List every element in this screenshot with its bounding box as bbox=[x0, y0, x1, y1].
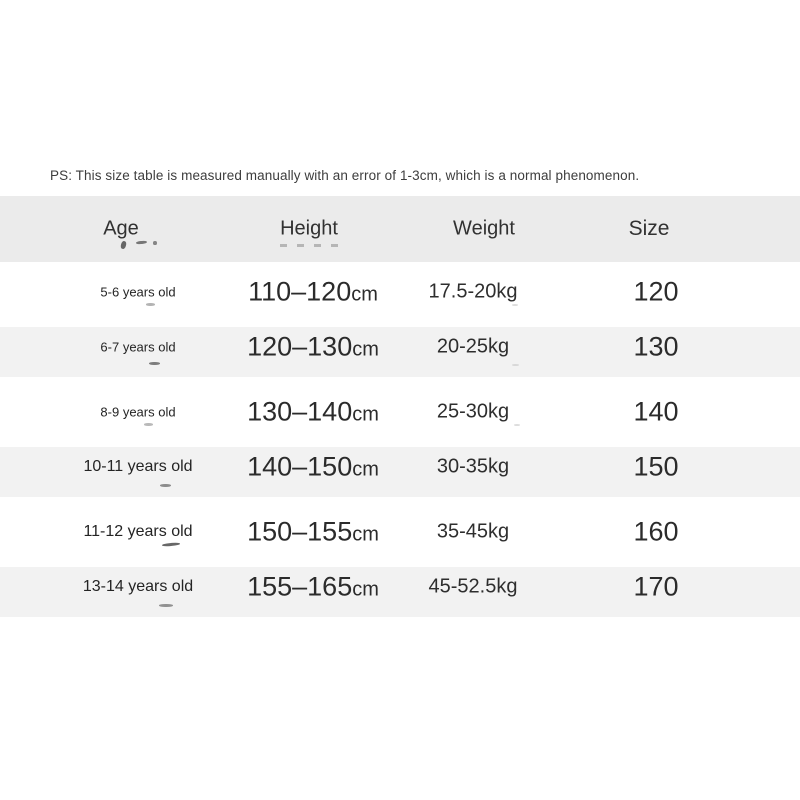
smudge-artifact bbox=[149, 362, 160, 365]
age-cell: 5-6 years old bbox=[100, 284, 176, 300]
size-cell: 140 bbox=[633, 396, 679, 427]
size-table: Age Height Weight Size 5-6 years old 110… bbox=[0, 196, 800, 622]
height-unit: cm bbox=[351, 283, 378, 306]
weight-cell: 17.5-20kg bbox=[428, 280, 518, 303]
smudge-artifact bbox=[512, 304, 518, 306]
weight-cell: 30-35kg bbox=[436, 455, 510, 478]
table-row: 5-6 years old 110–120cm 17.5-20kg 120 bbox=[0, 262, 800, 322]
column-header-size: Size bbox=[628, 217, 670, 240]
measurement-note: PS: This size table is measured manually… bbox=[50, 167, 640, 183]
height-cell: 150–155cm bbox=[247, 517, 379, 548]
size-cell: 170 bbox=[633, 571, 679, 602]
height-cell: 155–165cm bbox=[247, 572, 379, 603]
height-unit: cm bbox=[352, 578, 379, 601]
age-cell: 10-11 years old bbox=[83, 458, 193, 475]
column-header-age: Age bbox=[103, 217, 139, 240]
height-cell: 140–150cm bbox=[247, 452, 379, 483]
size-cell: 160 bbox=[633, 516, 679, 547]
height-unit: cm bbox=[352, 403, 379, 426]
age-cell: 11-12 years old bbox=[83, 523, 193, 540]
table-row: 11-12 years old 150–155cm 35-45kg 160 bbox=[0, 502, 800, 562]
age-cell: 13-14 years old bbox=[82, 578, 194, 595]
height-range: 155–165 bbox=[247, 571, 353, 602]
height-range: 110–120 bbox=[248, 276, 352, 307]
column-header-height: Height bbox=[280, 217, 338, 240]
weight-cell: 45-52.5kg bbox=[428, 575, 518, 598]
height-range: 140–150 bbox=[247, 451, 353, 482]
size-cell: 130 bbox=[633, 331, 679, 362]
height-cell: 130–140cm bbox=[247, 397, 379, 428]
height-unit: cm bbox=[352, 458, 379, 481]
table-row: 6-7 years old 120–130cm 20-25kg 130 bbox=[0, 322, 800, 382]
smudge-artifact bbox=[144, 423, 153, 426]
age-cell: 6-7 years old bbox=[100, 339, 176, 355]
height-unit: cm bbox=[352, 523, 379, 546]
table-row: 10-11 years old 140–150cm 30-35kg 150 bbox=[0, 442, 800, 502]
height-cell: 110–120cm bbox=[248, 277, 378, 308]
age-cell: 8-9 years old bbox=[100, 404, 176, 420]
height-range: 120–130 bbox=[247, 331, 353, 362]
smudge-artifact bbox=[514, 424, 520, 426]
column-header-weight: Weight bbox=[453, 217, 515, 240]
smudge-artifact bbox=[159, 604, 173, 607]
height-range: 130–140 bbox=[247, 396, 353, 427]
size-cell: 120 bbox=[633, 276, 679, 307]
height-cell: 120–130cm bbox=[247, 332, 379, 363]
smudge-artifact bbox=[512, 364, 519, 366]
smudge-artifact bbox=[146, 303, 155, 306]
smudge-artifact bbox=[153, 241, 157, 245]
smudge-artifact bbox=[160, 484, 171, 487]
height-range: 150–155 bbox=[247, 516, 353, 547]
table-header-row: Age Height Weight Size bbox=[0, 196, 800, 262]
weight-cell: 20-25kg bbox=[436, 335, 510, 358]
size-cell: 150 bbox=[633, 451, 679, 482]
table-row: 8-9 years old 130–140cm 25-30kg 140 bbox=[0, 382, 800, 442]
height-unit: cm bbox=[352, 338, 379, 361]
weight-cell: 35-45kg bbox=[436, 520, 510, 543]
table-row: 13-14 years old 155–165cm 45-52.5kg 170 bbox=[0, 562, 800, 622]
weight-cell: 25-30kg bbox=[436, 400, 510, 423]
smudge-artifact bbox=[280, 244, 342, 247]
